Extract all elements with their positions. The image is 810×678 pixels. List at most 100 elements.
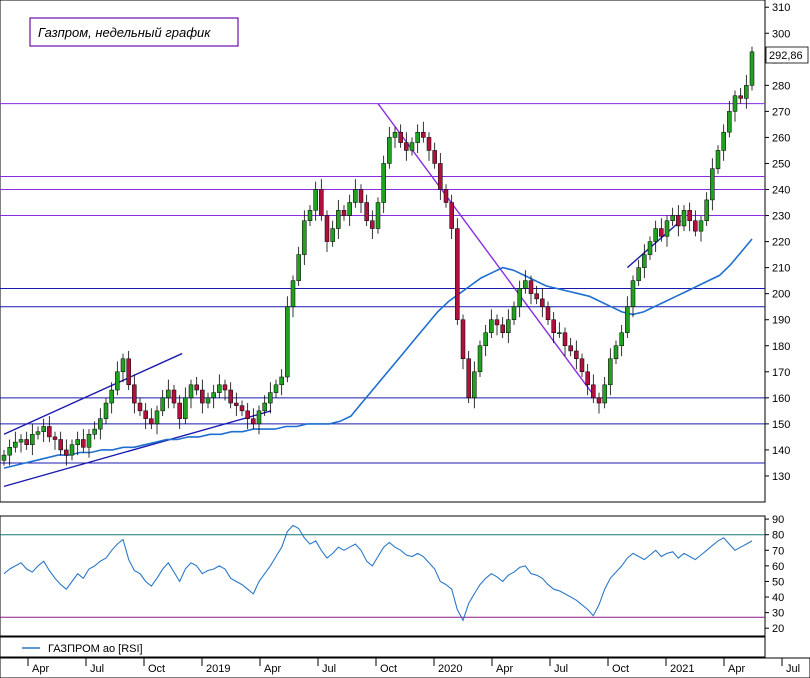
price-y-tick-label: 310 xyxy=(772,2,790,14)
price-y-tick-label: 240 xyxy=(772,185,790,197)
candle-body xyxy=(426,137,432,151)
candle-body xyxy=(143,410,148,419)
trend-line xyxy=(377,103,593,394)
candle-body xyxy=(64,449,69,456)
price-y-tick-label: 210 xyxy=(772,263,790,275)
x-tick-label: 2019 xyxy=(206,663,230,675)
candle-body xyxy=(24,439,29,445)
candle-body xyxy=(721,131,726,151)
candle-body xyxy=(200,389,205,404)
candle-body xyxy=(432,150,437,164)
price-y-axis: 130 140 150 160 170 180 190 200 210 220 230 240 250 2… xyxy=(765,2,790,483)
price-y-tick-label: 250 xyxy=(772,158,790,170)
candle-body xyxy=(171,389,177,404)
x-tick-label: Apr xyxy=(496,663,513,675)
x-tick-label: Jul xyxy=(90,663,104,675)
x-tick-label: Apr xyxy=(264,663,281,675)
candle-body xyxy=(347,202,352,216)
candle-body xyxy=(500,324,505,333)
candle-body xyxy=(664,220,670,237)
candle-body xyxy=(188,384,194,399)
chart-title: Газпром, недельный график xyxy=(38,25,211,40)
x-tick-label: Oct xyxy=(380,663,397,675)
candle-body xyxy=(455,228,460,320)
candle-body xyxy=(234,402,239,406)
price-y-tick-label: 200 xyxy=(772,289,790,301)
candle-body xyxy=(92,428,97,435)
candle-body xyxy=(330,228,335,242)
candle-body xyxy=(30,434,35,445)
last-price-marker: 292,86 xyxy=(765,46,809,64)
candle-body xyxy=(528,280,534,294)
candle-body xyxy=(319,189,324,216)
candle-body xyxy=(205,397,211,404)
candle-body xyxy=(302,220,307,255)
rsi-y-axis: 20 30 40 50 60 70 80 90 xyxy=(765,514,784,635)
legend: ГАЗПРОМ ао [RSI] xyxy=(0,636,766,658)
candle-body xyxy=(392,131,398,138)
candle-body xyxy=(324,215,330,242)
candle-body xyxy=(137,402,143,412)
candle-body xyxy=(341,210,347,216)
candle-body xyxy=(211,392,216,399)
candle-body xyxy=(625,306,630,333)
candle-body xyxy=(676,215,681,227)
candle-body xyxy=(727,111,732,133)
candle-body xyxy=(506,319,511,333)
rsi-line xyxy=(3,524,753,622)
price-y-tick-label: 300 xyxy=(772,28,790,40)
candle-body xyxy=(132,384,137,404)
candle-body xyxy=(596,397,602,404)
price-y-tick-label: 280 xyxy=(772,80,790,92)
candle-body xyxy=(551,319,556,333)
candle-body xyxy=(715,150,721,169)
candle-body xyxy=(670,215,675,222)
price-y-tick-label: 170 xyxy=(772,367,790,379)
candle-body xyxy=(47,426,52,438)
candle-body xyxy=(585,371,590,386)
price-y-tick-label: 160 xyxy=(772,393,790,405)
candle-body xyxy=(358,189,364,203)
rsi-y-tick-label: 50 xyxy=(772,576,784,588)
candle-body xyxy=(511,306,517,320)
candle-body xyxy=(273,384,279,393)
candle-body xyxy=(307,210,313,221)
x-tick-label: 2021 xyxy=(670,663,694,675)
price-y-tick-label: 150 xyxy=(772,419,790,431)
x-tick-label: Apr xyxy=(32,663,49,675)
candle-body xyxy=(149,418,154,425)
candle-body xyxy=(642,254,647,268)
x-tick-label: Jul xyxy=(786,663,800,675)
price-y-tick-label: 140 xyxy=(772,445,790,457)
candle-body xyxy=(749,51,755,86)
candle-body xyxy=(483,332,488,346)
candle-body xyxy=(313,189,318,211)
candle-body xyxy=(710,168,715,201)
candle-body xyxy=(81,439,86,448)
candle-body xyxy=(75,439,80,445)
candle-body xyxy=(251,418,256,425)
candle-body xyxy=(732,95,738,112)
candle-body xyxy=(579,358,585,373)
candle-body xyxy=(574,350,579,360)
candle-body xyxy=(109,389,114,404)
candle-body xyxy=(443,189,449,203)
candle-body xyxy=(659,228,664,237)
x-tick-label: Jul xyxy=(322,663,336,675)
x-tick-label: Oct xyxy=(148,663,165,675)
price-annotations xyxy=(0,103,765,488)
candle-body xyxy=(7,447,12,456)
price-y-tick-label: 130 xyxy=(772,471,790,483)
candle-body xyxy=(69,444,75,456)
candle-body xyxy=(103,402,109,419)
price-y-tick-label: 190 xyxy=(772,315,790,327)
candle-body xyxy=(166,389,171,399)
candle-body xyxy=(18,439,24,443)
rsi-plot-frame xyxy=(0,515,766,637)
candle-body xyxy=(540,298,545,307)
candle-body xyxy=(41,426,46,432)
candle-body xyxy=(52,436,58,440)
rsi-y-tick-label: 90 xyxy=(772,514,784,526)
candle-body xyxy=(262,402,267,412)
x-tick-label: Apr xyxy=(728,663,745,675)
